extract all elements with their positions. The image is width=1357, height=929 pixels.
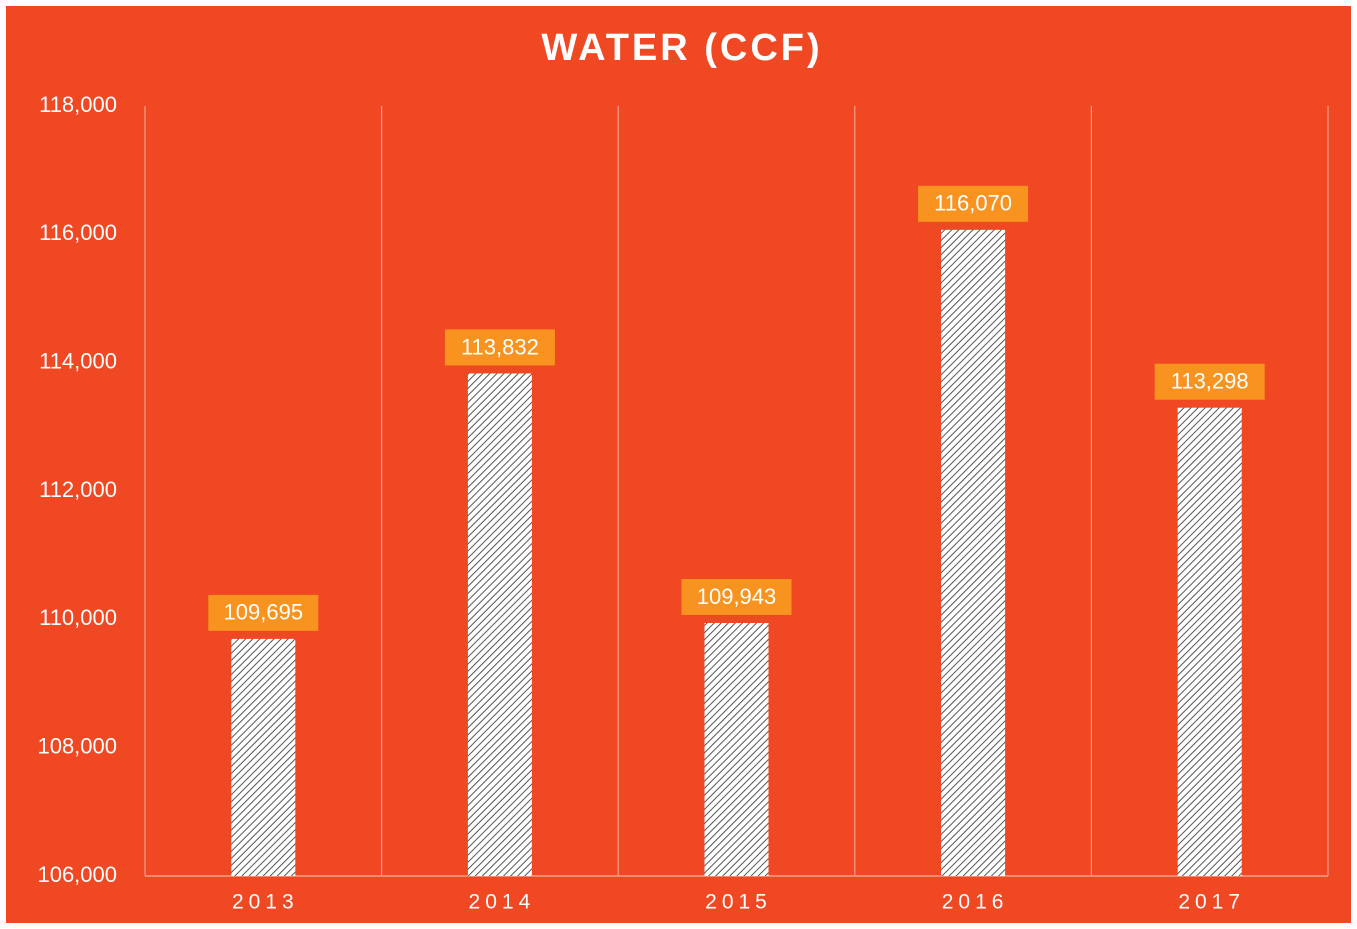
bar <box>704 622 769 876</box>
x-tick-label: 2015 <box>705 891 772 914</box>
y-tick-label: 108,000 <box>37 733 117 758</box>
value-label: 113,832 <box>461 334 539 359</box>
x-tick-label: 2016 <box>942 891 1009 914</box>
chart-background <box>6 6 1351 923</box>
y-tick-label: 116,000 <box>39 220 117 245</box>
x-tick-label: 2017 <box>1178 891 1245 914</box>
y-tick-label: 114,000 <box>39 348 117 373</box>
y-tick-label: 118,000 <box>39 92 117 117</box>
y-tick-label: 106,000 <box>37 862 117 887</box>
value-label: 113,298 <box>1171 369 1249 394</box>
value-label: 109,695 <box>224 600 304 625</box>
value-label-box <box>1154 363 1265 400</box>
y-tick-label: 112,000 <box>39 477 117 502</box>
value-label-box <box>918 185 1029 222</box>
chart-title: WATER (CCF) <box>541 27 822 69</box>
x-tick-label: 2014 <box>469 891 536 914</box>
bar <box>1177 407 1242 876</box>
value-label-box <box>681 578 792 615</box>
bar <box>231 638 296 876</box>
bar <box>941 229 1006 876</box>
y-tick-label: 110,000 <box>39 605 117 630</box>
value-label: 116,070 <box>934 191 1012 216</box>
value-label-box <box>444 329 555 366</box>
bar <box>467 373 532 876</box>
value-label: 109,943 <box>697 584 777 609</box>
value-label-box <box>208 594 319 631</box>
x-tick-label: 2013 <box>232 891 299 914</box>
